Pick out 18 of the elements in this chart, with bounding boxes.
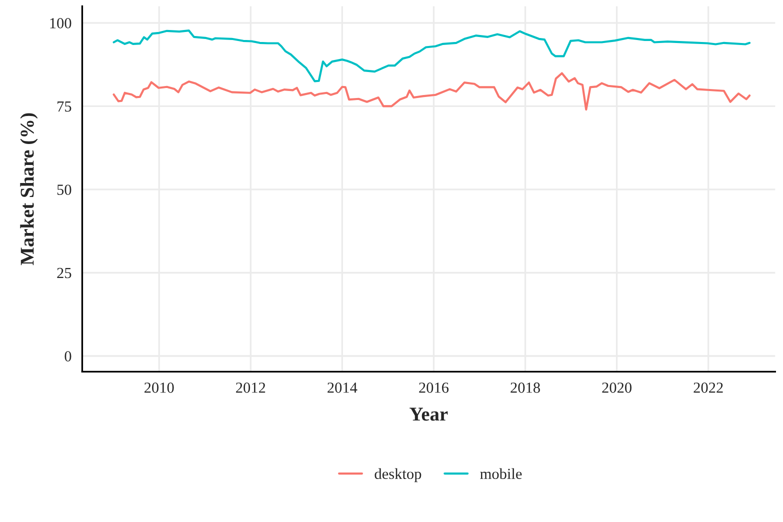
x-axis-title: Year <box>410 408 448 421</box>
y-tick-label: 0 <box>64 351 72 362</box>
x-tick-label: 2020 <box>602 382 632 393</box>
y-tick-label: 50 <box>57 184 72 195</box>
legend-label: mobile <box>480 468 522 480</box>
legend-label: desktop <box>374 468 422 482</box>
x-tick-label: 2012 <box>236 382 266 393</box>
line-series <box>112 72 751 111</box>
y-axis-title: Market Share (%) <box>20 113 38 266</box>
line-series <box>112 30 751 82</box>
x-tick-label: 2022 <box>694 382 723 393</box>
x-tick-label: 2010 <box>144 382 174 393</box>
x-tick-label: 2016 <box>419 382 449 393</box>
x-tick-label: 2018 <box>510 382 540 393</box>
y-tick-label: 75 <box>58 101 72 112</box>
y-tick-label: 25 <box>57 268 72 278</box>
x-tick-label: 2014 <box>328 382 358 393</box>
y-tick-label: 100 <box>50 18 72 28</box>
